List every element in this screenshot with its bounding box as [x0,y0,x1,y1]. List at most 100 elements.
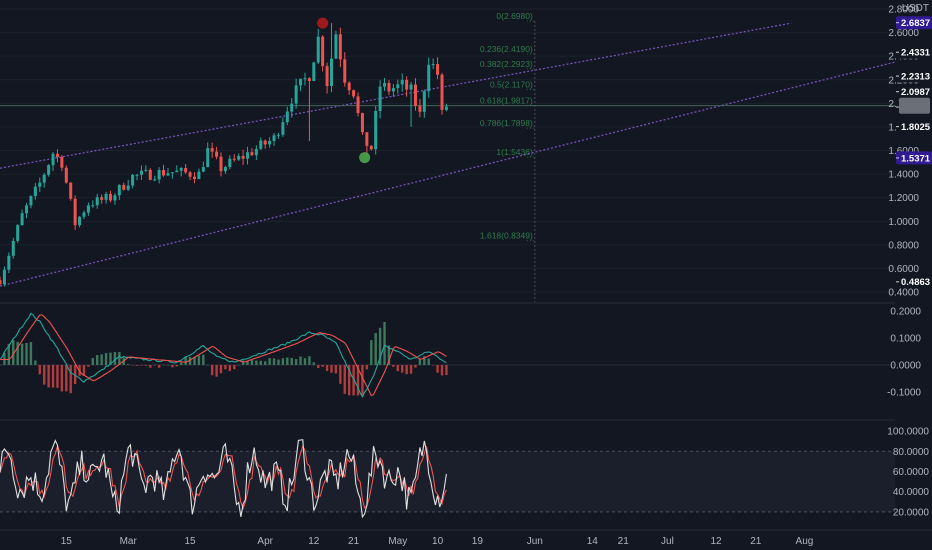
candle-body [232,158,236,160]
candle-body [281,122,285,135]
price-tick-label: 0.8000 [888,240,919,251]
macd-histogram-bar [294,359,298,365]
macd-histogram-bar [12,339,15,365]
stochastic-tick-label: 60.0000 [893,467,930,478]
macd-histogram-bar [7,343,11,365]
candle-body [215,151,219,157]
macd-tick-label: 0.1000 [890,333,921,344]
candle-body [391,88,395,92]
macd-histogram-bar [197,355,201,365]
current-price-badge-bg [899,97,930,114]
macd-histogram-bar [308,356,311,365]
candle-body [100,197,104,200]
price-tick-label: 2.8000 [888,5,919,16]
macd-histogram-bar [228,364,232,372]
candle-body [148,169,152,180]
candle-body [38,182,42,187]
candle-body [374,111,378,150]
time-tick-label: 12 [710,536,722,547]
candle-body [162,170,166,176]
stochastic-k-line [0,439,447,519]
stochastic-tick-label: 100.0000 [887,427,929,438]
macd-histogram-bar [135,364,139,366]
macd-histogram-bar [272,358,276,365]
macd-histogram-bar [175,364,178,367]
macd-histogram-bar [281,358,285,365]
candle-body [139,170,143,175]
macd-histogram-bar [405,364,408,375]
macd-histogram-bar [56,364,59,388]
fib-level-label: 1.618(0.8349) [480,231,533,241]
macd-histogram-bar [250,360,254,365]
macd-histogram-bar [277,359,280,365]
macd-histogram-bar [113,352,117,365]
candle-body [86,205,90,213]
stochastic-tick-label: 20.0000 [893,507,930,518]
candle-body [360,113,364,133]
price-tick-label: 2.6000 [888,28,919,39]
macd-histogram-bar [206,364,209,366]
candle-body [343,59,347,83]
macd-histogram-bar [237,364,240,366]
macd-histogram-bar [157,364,161,368]
candle-body [104,194,108,200]
candle-body [405,79,409,90]
fib-level-label: 0(2.6980) [496,11,533,21]
candle-body [365,132,369,146]
signal-line [0,314,447,397]
macd-histogram-bar [16,341,19,365]
time-axis[interactable]: 15 Mar 15 Apr 12 21 May 10 19 Jun 14 21 Jul 12 21 Aug [0,529,932,547]
stochastic-pane[interactable] [0,439,895,519]
price-axis[interactable]: USDT 2.80002.60002.40002.20002.00001.800… [887,0,932,530]
macd-tick-label: -0.1000 [887,387,921,398]
macd-histogram-bar [378,327,382,365]
candle-body [321,36,325,67]
candle-body [29,196,33,206]
candle-body [307,78,311,82]
price-tick-label: 0.6000 [888,264,919,275]
candle-body [42,174,46,183]
macd-histogram-bar [162,364,165,366]
price-pane[interactable]: 0(2.6980) 0.236(2.4190) 0.382(2.2923) 0.5(2… [0,8,896,302]
candle-body [272,135,276,141]
macd-histogram-bar [383,321,386,365]
fib-level-label: 0.786(1.7898) [480,118,533,128]
macd-histogram-bar [109,352,112,365]
candle-body [250,152,254,156]
candle-body [427,64,431,92]
candle-body [400,79,404,85]
macd-histogram-bar [396,364,399,372]
macd-histogram-bar [100,354,103,365]
macd-histogram-bar [166,364,170,366]
candle-body [219,156,223,172]
price-badge [896,69,932,83]
price-tick-label: 1.4000 [888,170,919,181]
macd-pane[interactable] [0,312,895,398]
candle-body [179,167,183,171]
candle-body [413,84,417,106]
macd-histogram-bar [392,364,395,367]
channel-lower-line[interactable] [0,61,896,287]
price-tick-label: 1.0000 [888,217,919,228]
candle-body [237,155,241,160]
macd-histogram-bar [312,362,316,365]
macd-histogram-bar [347,364,351,396]
fib-level-label: 0.618(1.9817) [480,95,533,105]
currency-label: USDT [902,3,929,14]
time-tick-label: 14 [587,536,599,547]
macd-histogram-bar [73,364,77,385]
macd-histogram-bar [440,364,444,376]
candle-body [131,174,135,186]
candle-body [201,167,205,172]
candle-body [0,280,2,285]
macd-histogram-bar [317,364,320,368]
candle-body [356,96,360,114]
macd-histogram-bar [330,364,333,373]
macd-histogram-bar [303,358,307,365]
swing-markers [317,17,371,164]
macd-histogram-bar [29,342,33,365]
candle-body [444,106,448,110]
fib-level-label: 0.382(2.2923) [480,59,533,69]
macd-histogram-bar [60,364,64,392]
